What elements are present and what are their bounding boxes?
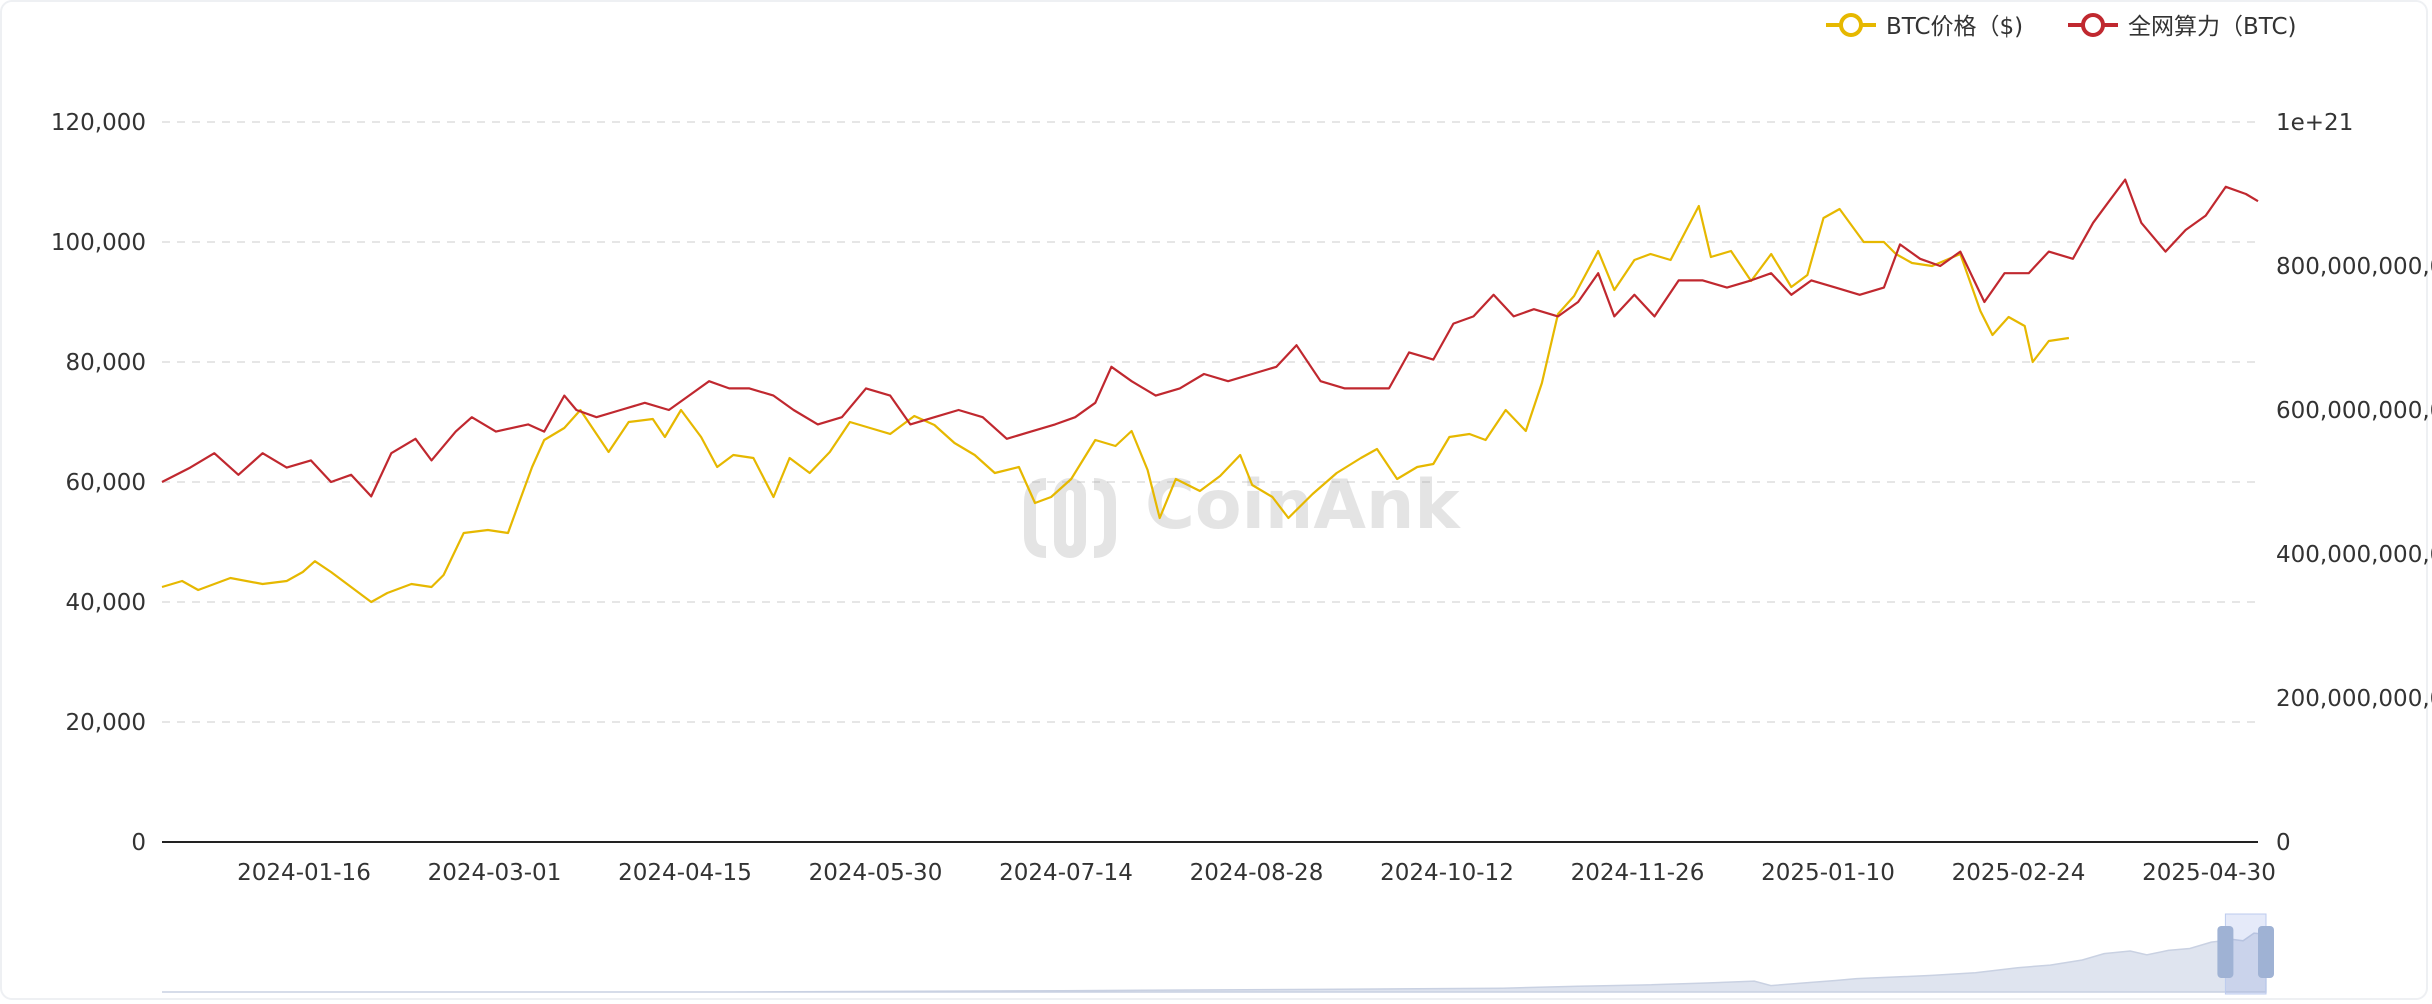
legend: BTC价格（$) 全网算力（BTC) [1826, 13, 2297, 40]
x-tick-label: 2024-10-12 [1380, 860, 1514, 886]
legend-marker-icon [2081, 13, 2105, 37]
y-left-tick-label: 40,000 [66, 590, 146, 616]
y-right-tick-label: 0 [2276, 830, 2291, 856]
x-tick-label: 2025-01-10 [1761, 860, 1895, 886]
series-lines [161, 178, 2259, 604]
y-right-tick-label: 400,000,000,0 [2276, 542, 2432, 568]
legend-label: BTC价格（$) [1886, 14, 2023, 40]
grid-lines [162, 121, 2258, 723]
series-line-hashrate [161, 178, 2259, 498]
y-axis-left: 0 20,000 40,000 60,000 80,000 100,000 120,000 [51, 110, 146, 856]
data-zoom-handle-right[interactable] [2258, 926, 2274, 978]
y-left-tick-label: 120,000 [51, 110, 146, 136]
y-left-tick-label: 60,000 [66, 470, 146, 496]
x-tick-label: 2024-03-01 [428, 860, 562, 886]
x-tick-label: 2024-01-16 [237, 860, 371, 886]
legend-item-btc-price[interactable]: BTC价格（$) [1826, 13, 2023, 40]
y-left-tick-label: 100,000 [51, 230, 146, 256]
y-right-tick-label: 1e+21 [2276, 110, 2353, 136]
watermark: CoinAnk [1024, 466, 1461, 558]
y-right-tick-label: 800,000,000,0 [2276, 254, 2432, 280]
x-tick-label: 2024-11-26 [1571, 860, 1705, 886]
y-axis-right: 0 200,000,000,0 400,000,000,0 600,000,000,0… [2276, 110, 2432, 856]
x-tick-label: 2025-02-24 [1952, 860, 2086, 886]
y-right-tick-label: 600,000,000,0 [2276, 398, 2432, 424]
series-line-btc-price [161, 204, 2070, 604]
y-left-tick-label: 20,000 [66, 710, 146, 736]
y-right-tick-label: 200,000,000,0 [2276, 686, 2432, 712]
x-tick-label: 2025-04-30 [2142, 860, 2276, 886]
data-zoom-slider[interactable] [162, 906, 2274, 995]
data-zoom-handle-left[interactable] [2217, 926, 2234, 978]
legend-item-hashrate[interactable]: 全网算力（BTC) [2068, 13, 2297, 40]
x-tick-label: 2024-07-14 [999, 860, 1133, 886]
legend-marker-icon [1839, 13, 1863, 37]
x-tick-label: 2024-05-30 [809, 860, 943, 886]
y-left-tick-label: 80,000 [66, 350, 146, 376]
watermark-logo-icon [1024, 478, 1047, 558]
y-left-tick-label: 0 [131, 830, 146, 856]
watermark-text: CoinAnk [1145, 466, 1461, 545]
x-axis: 2024-01-16 2024-03-01 2024-04-15 2024-05-30… [237, 860, 2276, 886]
x-tick-label: 2024-04-15 [618, 860, 752, 886]
legend-label: 全网算力（BTC) [2128, 14, 2297, 40]
x-tick-label: 2024-08-28 [1190, 860, 1324, 886]
